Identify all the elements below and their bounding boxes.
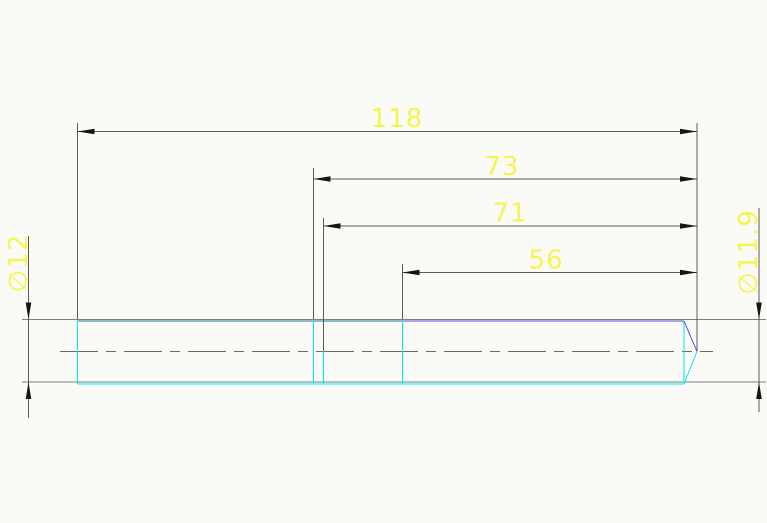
chamfer-top-edge[interactable] [683, 320, 698, 352]
dim-label-71: 71 [492, 199, 527, 229]
dim-label-118: 118 [371, 104, 424, 134]
dim-label-diameter-1: ∅11.9 [734, 209, 764, 295]
arrowhead-right-71 [680, 223, 697, 229]
arrowhead-left-73 [313, 176, 331, 182]
arrowhead-left-118 [77, 128, 95, 135]
arrowhead-left-71 [323, 223, 341, 229]
arrowhead-up-diameter-0 [25, 382, 32, 399]
dim-label-diameter-0: ∅12 [4, 234, 34, 293]
dim-label-56: 56 [528, 246, 563, 276]
arrowhead-down-diameter-1 [756, 302, 762, 320]
arrowhead-left-56 [402, 269, 420, 276]
arrowhead-down-diameter-0 [25, 302, 32, 320]
arrowhead-right-56 [680, 269, 697, 276]
dim-label-73: 73 [484, 152, 519, 182]
arrowhead-up-diameter-1 [756, 382, 762, 399]
arrowhead-right-118 [680, 128, 697, 135]
arrowhead-right-73 [680, 176, 697, 182]
chamfer-bottom-edge[interactable] [683, 351, 698, 385]
